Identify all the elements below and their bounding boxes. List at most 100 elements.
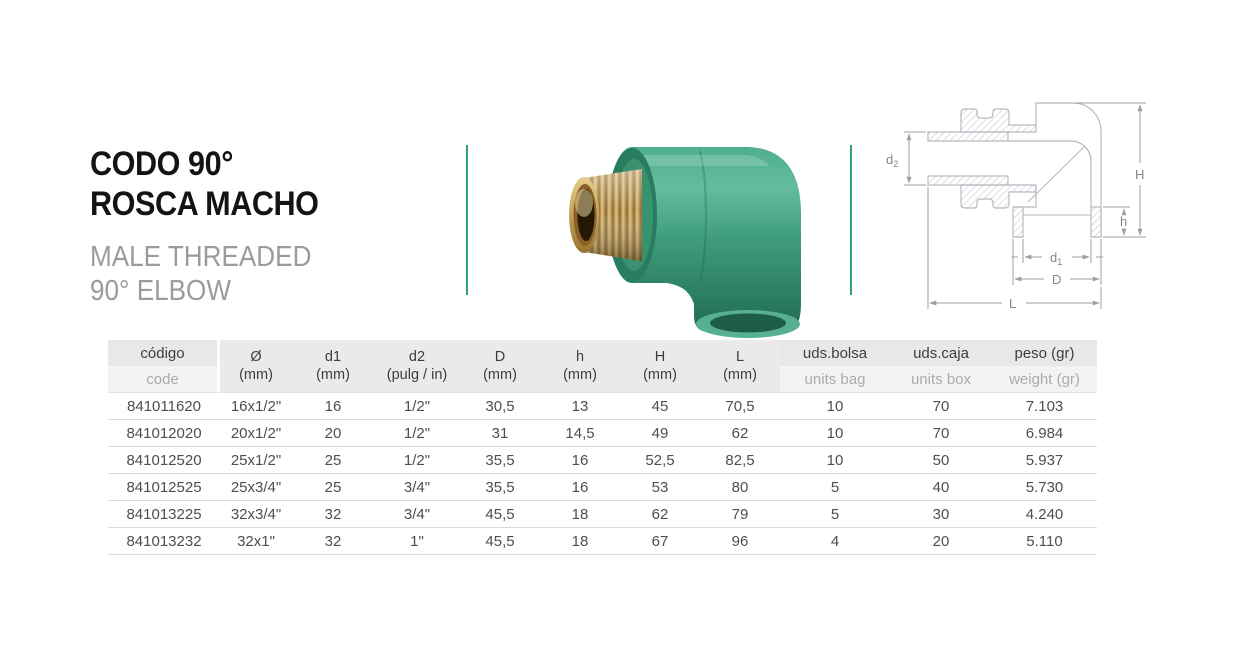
table-cell: 32 — [292, 501, 374, 528]
table-cell: 20 — [890, 528, 992, 555]
column-header-es-0: código — [108, 340, 220, 366]
table-cell: 32x1" — [220, 528, 292, 555]
table-cell: 20x1/2" — [220, 420, 292, 447]
table-cell: 50 — [890, 447, 992, 474]
divider-line-left — [466, 145, 468, 295]
table-cell: 31 — [460, 420, 540, 447]
label-L: L — [1009, 296, 1016, 311]
table-cell: 67 — [620, 528, 700, 555]
product-code: 841013232 — [108, 528, 220, 555]
subtitle-block: MALE THREADED 90° ELBOW — [90, 240, 319, 308]
table-cell: 40 — [890, 474, 992, 501]
spec-table: código Ø (mm) d1 (mm) d2 (pulg / in) D (mm) h (mm)… — [108, 340, 1097, 555]
table-cell: 10 — [780, 447, 890, 474]
table-cell: 25 — [292, 447, 374, 474]
table-row-2: 841012520 25x1/2" 25 1/2" 35,5 16 52,5 82,5 10 50… — [108, 447, 1097, 474]
column-header-dim-6: H (mm) — [620, 340, 700, 393]
table-cell: 30 — [890, 501, 992, 528]
spec-table-grid: código Ø (mm) d1 (mm) d2 (pulg / in) D (mm) h (mm)… — [108, 340, 1097, 555]
table-cell: 70 — [890, 420, 992, 447]
table-cell: 30,5 — [460, 393, 540, 420]
table-cell: 1/2" — [374, 393, 460, 420]
column-header-dim-5: h (mm) — [540, 340, 620, 393]
label-h: h — [1120, 214, 1127, 229]
table-cell: 45,5 — [460, 528, 540, 555]
column-header-es-10: peso (gr) — [992, 340, 1097, 366]
elbow-body — [608, 147, 801, 332]
table-cell: 16x1/2" — [220, 393, 292, 420]
product-photo — [550, 133, 860, 338]
column-header-dim-1: Ø (mm) — [220, 340, 292, 393]
table-cell: 79 — [700, 501, 780, 528]
table-cell: 45 — [620, 393, 700, 420]
table-cell: 53 — [620, 474, 700, 501]
table-cell: 25x1/2" — [220, 447, 292, 474]
table-cell: 45,5 — [460, 501, 540, 528]
dimension-lines — [904, 103, 1146, 309]
table-row-4: 841013225 32x3/4" 32 3/4" 45,5 18 62 79 5 30 4.240 — [108, 501, 1097, 528]
column-header-dim-2: d1 (mm) — [292, 340, 374, 393]
table-cell: 52,5 — [620, 447, 700, 474]
title-spanish-line2: ROSCA MACHO — [90, 185, 319, 223]
column-header-dim-4: D (mm) — [460, 340, 540, 393]
table-cell: 62 — [700, 420, 780, 447]
table-cell: 10 — [780, 393, 890, 420]
label-d2: d2 — [886, 152, 898, 169]
product-code: 841012020 — [108, 420, 220, 447]
label-d1: d1 — [1050, 250, 1062, 267]
column-header-es-8: uds.bolsa — [780, 340, 890, 366]
product-code: 841011620 — [108, 393, 220, 420]
table-cell: 5 — [780, 501, 890, 528]
divider-line-right — [850, 145, 852, 295]
column-header-dim-7: L (mm) — [700, 340, 780, 393]
table-cell: 13 — [540, 393, 620, 420]
table-cell: 49 — [620, 420, 700, 447]
table-cell: 4 — [780, 528, 890, 555]
table-cell: 18 — [540, 501, 620, 528]
table-row-0: 841011620 16x1/2" 16 1/2" 30,5 13 45 70,5 10 70 7.… — [108, 393, 1097, 420]
table-cell: 10 — [780, 420, 890, 447]
table-cell: 5.730 — [992, 474, 1097, 501]
table-cell: 62 — [620, 501, 700, 528]
column-header-en-0: code — [108, 366, 220, 393]
table-cell: 70,5 — [700, 393, 780, 420]
title-english-line2: 90° ELBOW — [90, 275, 231, 307]
table-cell: 20 — [292, 420, 374, 447]
table-cell: 25x3/4" — [220, 474, 292, 501]
product-title-block: CODO 90° ROSCA MACHO MALE THREADED 90° E… — [90, 144, 319, 308]
table-row-3: 841012525 25x3/4" 25 3/4" 35,5 16 53 80 5 40 5.730 — [108, 474, 1097, 501]
table-cell: 32 — [292, 528, 374, 555]
column-header-es-9: uds.caja — [890, 340, 992, 366]
table-cell: 1/2" — [374, 420, 460, 447]
product-code: 841013225 — [108, 501, 220, 528]
table-cell: 1" — [374, 528, 460, 555]
table-row-5: 841013232 32x1" 32 1" 45,5 18 67 96 4 20 5.110 — [108, 528, 1097, 555]
table-cell: 18 — [540, 528, 620, 555]
table-cell: 1/2" — [374, 447, 460, 474]
title-english-line1: MALE THREADED — [90, 241, 312, 273]
table-cell: 5.937 — [992, 447, 1097, 474]
table-cell: 35,5 — [460, 474, 540, 501]
column-header-en-10: weight (gr) — [992, 366, 1097, 393]
product-code: 841012525 — [108, 474, 220, 501]
table-cell: 80 — [700, 474, 780, 501]
outlet-mouth-hole — [710, 313, 786, 333]
table-cell: 70 — [890, 393, 992, 420]
table-cell: 35,5 — [460, 447, 540, 474]
table-cell: 14,5 — [540, 420, 620, 447]
dimension-labels: d2 H h d1 D L — [886, 152, 1144, 311]
column-header-en-9: units box — [890, 366, 992, 393]
table-cell: 16 — [540, 474, 620, 501]
table-cell: 5 — [780, 474, 890, 501]
table-cell: 25 — [292, 474, 374, 501]
brass-thread — [569, 169, 642, 261]
product-code: 841012520 — [108, 447, 220, 474]
table-cell: 3/4" — [374, 501, 460, 528]
table-cell: 4.240 — [992, 501, 1097, 528]
table-cell: 3/4" — [374, 474, 460, 501]
table-cell: 96 — [700, 528, 780, 555]
table-cell: 7.103 — [992, 393, 1097, 420]
technical-drawing: d2 H h d1 D L — [878, 85, 1178, 323]
column-header-en-8: units bag — [780, 366, 890, 393]
column-header-dim-3: d2 (pulg / in) — [374, 340, 460, 393]
